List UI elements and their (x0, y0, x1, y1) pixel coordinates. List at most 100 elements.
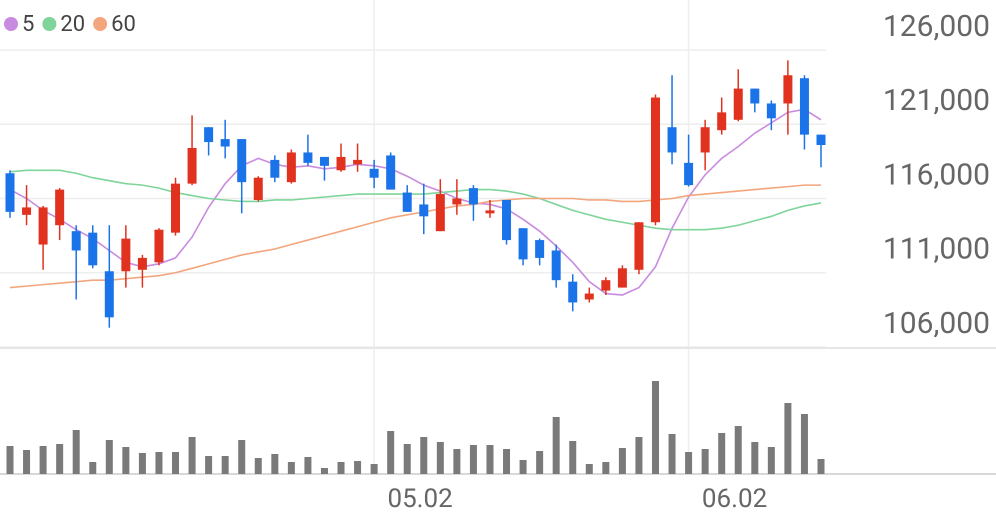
candle-body (568, 281, 578, 303)
candle-body (816, 134, 826, 146)
volume-bar (320, 468, 328, 474)
volume-bar (718, 433, 726, 474)
y-tick-label: 121,000 (883, 83, 990, 118)
moving-average-line (9, 184, 821, 289)
volume-bar (138, 453, 146, 474)
volume-bar (271, 454, 279, 474)
candle-body (286, 152, 296, 183)
volume-bar (72, 430, 80, 474)
volume-bar (767, 447, 775, 474)
volume-bar (6, 446, 14, 474)
volume-bar (403, 444, 411, 474)
candle-body (766, 103, 776, 119)
volume-bar (618, 448, 626, 474)
candle-body (270, 159, 280, 178)
volume-bar (56, 444, 64, 474)
candle-body (88, 232, 98, 266)
volume-bar (122, 447, 130, 474)
candle-body (667, 127, 677, 153)
volume-bar (536, 451, 544, 474)
legend-label: 5 (22, 12, 34, 37)
candle-body (452, 198, 462, 205)
candle-body (799, 78, 809, 135)
volume-bar (304, 457, 312, 474)
candle-body (104, 271, 114, 318)
volume-bar (172, 452, 180, 474)
candle-body (551, 250, 561, 281)
x-tick-label: 05.02 (387, 484, 452, 514)
volume-bar (503, 449, 511, 474)
candle-body (22, 207, 32, 215)
candle-body (121, 238, 131, 272)
y-tick-label: 116,000 (883, 157, 990, 192)
volume-bar (205, 456, 213, 474)
candle-body (71, 231, 81, 251)
volume-bar (221, 456, 229, 474)
volume-bar (105, 440, 113, 474)
candle-body (386, 155, 396, 190)
legend-dot (93, 17, 108, 31)
volume-bar (784, 403, 792, 474)
volume-bar (519, 460, 527, 474)
candle-body (485, 210, 495, 214)
legend-label: 60 (111, 12, 136, 37)
x-tick-label: 06.02 (702, 484, 767, 514)
volume-bar (486, 445, 494, 474)
candle-body (419, 204, 429, 217)
volume-bar (238, 440, 246, 474)
candle-body (220, 139, 230, 147)
moving-average-line (9, 169, 822, 231)
legend-dot (4, 17, 18, 31)
candle-body (783, 75, 793, 104)
volume-bar (370, 464, 378, 474)
volume-bar (354, 461, 362, 474)
volume-bar (685, 452, 693, 474)
candle-body (369, 168, 379, 178)
y-tick-label: 111,000 (883, 232, 990, 267)
volume-bar (651, 381, 659, 474)
volume-bar (552, 417, 560, 474)
candle-body (717, 112, 727, 131)
candle-body (700, 127, 710, 153)
y-tick-label: 126,000 (883, 9, 990, 44)
candle-body (518, 228, 528, 260)
volume-bar (469, 445, 477, 474)
candle-body (468, 188, 478, 205)
candle-body (617, 268, 627, 288)
candle-body (733, 88, 743, 120)
candle-body (319, 156, 329, 166)
volume-bar (668, 434, 676, 474)
volume-bar (800, 414, 808, 474)
volume-bar (387, 431, 395, 474)
candle-body (154, 229, 164, 263)
candle-body (601, 280, 611, 291)
candle-body (303, 152, 313, 163)
volume-bar (602, 462, 610, 474)
candle-body (253, 177, 263, 200)
candle-body (336, 156, 346, 171)
volume-bar (817, 459, 825, 474)
candle-body (204, 127, 214, 143)
volume-bar (569, 441, 577, 474)
candle-body (650, 97, 660, 223)
candle-body (38, 207, 48, 245)
candle-body (684, 162, 694, 186)
candle-body (750, 88, 760, 104)
candle-body (634, 222, 644, 270)
legend-dot (42, 17, 57, 31)
candle-body (584, 293, 594, 300)
y-tick-label: 106,000 (883, 306, 990, 341)
volume-bar (635, 437, 643, 474)
volume-bar (420, 437, 428, 474)
candle-body (353, 159, 363, 165)
volume-bar (23, 450, 31, 474)
volume-bar (287, 462, 295, 474)
candle-body (55, 189, 65, 226)
moving-average-line (9, 108, 822, 296)
candle-body (535, 240, 545, 258)
volume-bar (89, 462, 97, 474)
candle-body (5, 173, 15, 212)
legend-label: 20 (60, 12, 85, 37)
volume-bar (751, 442, 759, 474)
